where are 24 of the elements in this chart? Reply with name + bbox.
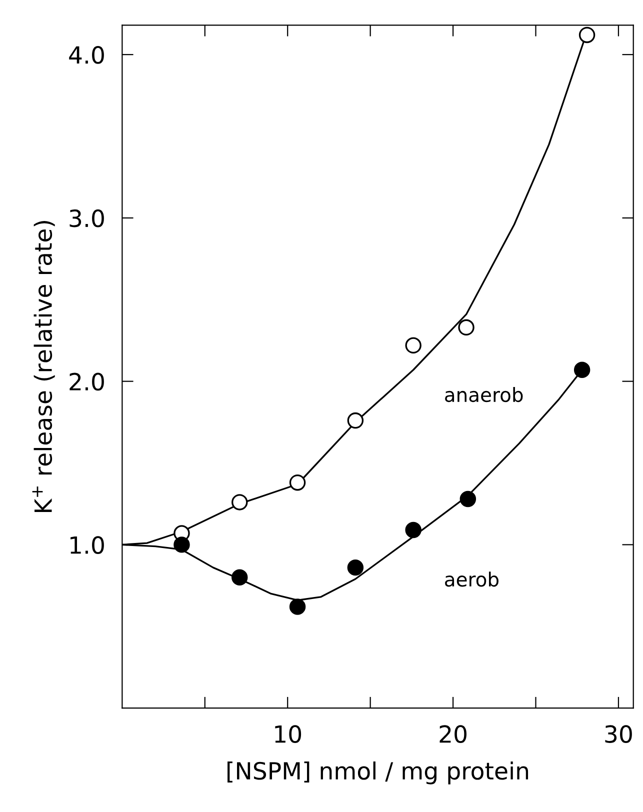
point [174,536,190,553]
point [232,494,248,510]
x-axis-title: [NSPM] nmol / mg protein [228,761,528,784]
y-tick-label: 2.0 [70,372,104,391]
text: anaerob [445,387,523,402]
point [289,474,306,491]
point [347,559,364,576]
x-tick-label: 20 [440,725,466,744]
point [405,522,422,538]
point [574,362,590,378]
x-tick-label: 30 [605,725,632,744]
point [289,598,306,615]
point [232,569,248,586]
text: aerob [445,572,498,587]
point [405,337,422,354]
point [347,412,364,429]
y-axis-title: K$^{+}$ release (relative rate) [32,221,55,512]
x-tick-label: 10 [275,725,302,744]
point [458,319,474,336]
y-tick-label: 4.0 [69,46,104,64]
point [578,26,596,44]
y-tick-label: 3.0 [70,209,104,228]
point [460,490,476,508]
y-tick-label: 1.0 [70,536,104,554]
